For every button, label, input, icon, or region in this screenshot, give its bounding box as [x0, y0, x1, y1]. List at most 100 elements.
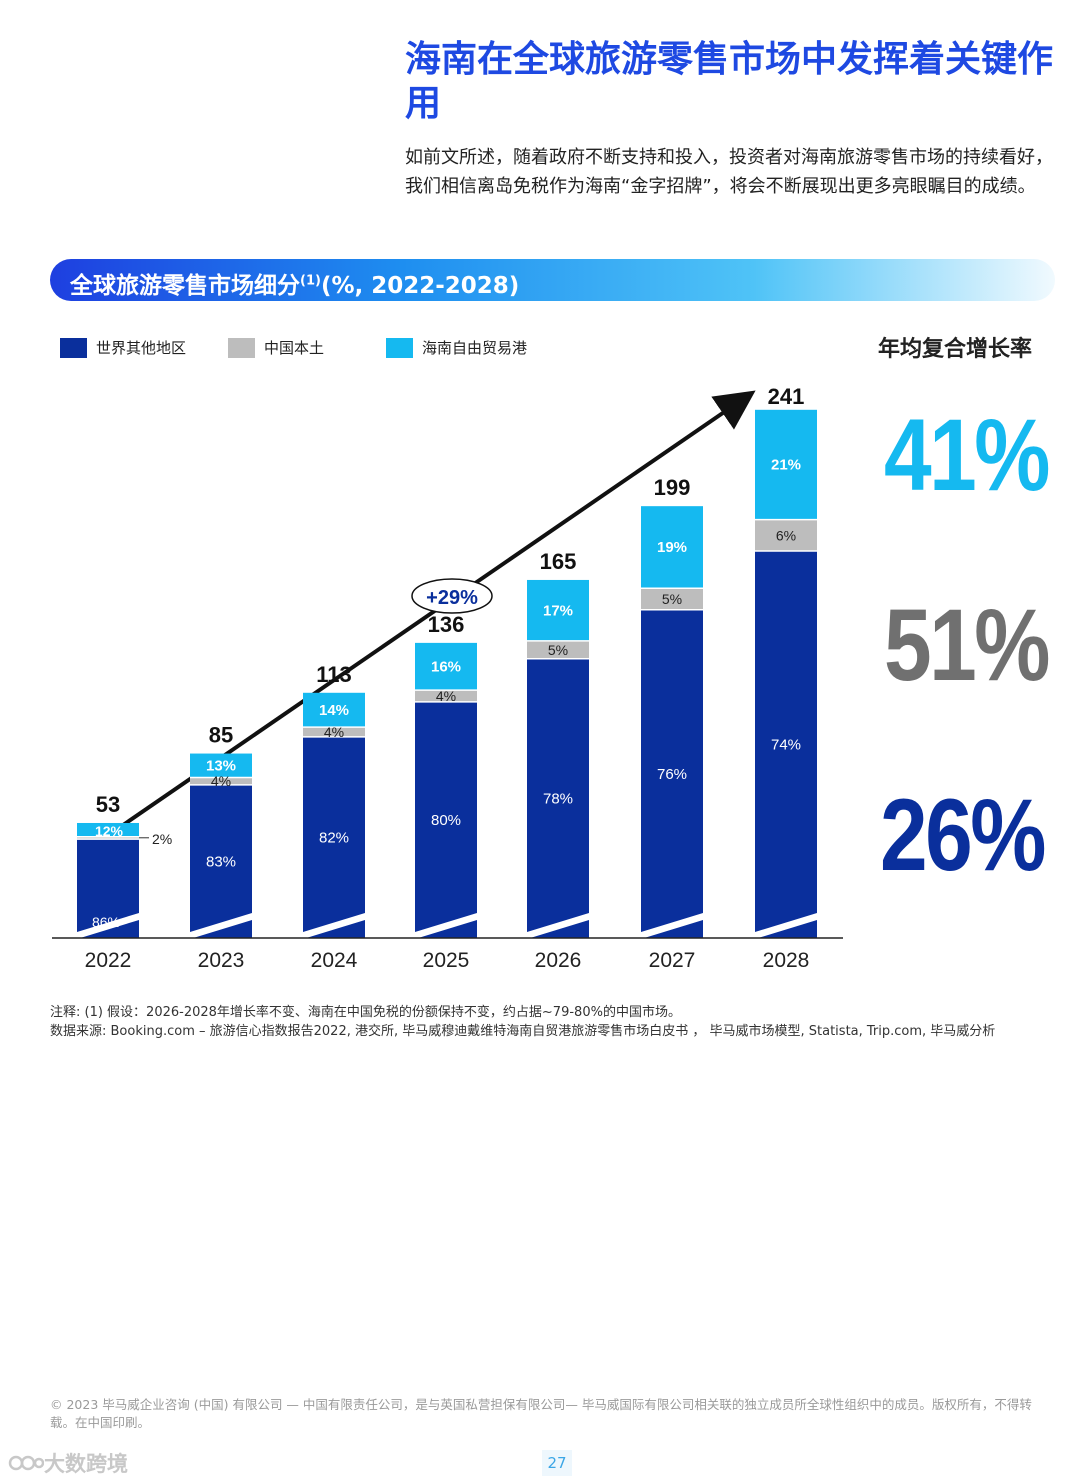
axis-break-mark: [415, 913, 477, 939]
legend-item-hainan: 海南自由贸易港: [386, 337, 527, 358]
x-tick-label: 2023: [198, 949, 245, 972]
bar-group-2027: [641, 506, 703, 939]
legend-swatch: [228, 337, 255, 358]
segment-label-rest: 83%: [206, 853, 236, 870]
note-line: 注释: (1) 假设：2026-2028年增长率不变、海南在中国免税的份额保持不…: [50, 1005, 681, 1020]
axis-break-mark: [641, 913, 703, 939]
x-tick-label: 2026: [535, 949, 582, 972]
source-line: 数据来源: Booking.com – 旅游信心指数报告2022, 港交所, 毕…: [50, 1024, 996, 1039]
bar-segment: [641, 609, 703, 938]
segment-label-china: 5%: [548, 642, 568, 658]
segment-label-rest: 74%: [771, 737, 801, 754]
segment-label-rest: 82%: [319, 829, 349, 846]
segment-label-china: 4%: [324, 724, 344, 740]
bar-segment: [77, 822, 139, 837]
growth-annotation-ellipse: [411, 578, 493, 614]
bar-group-2022: [77, 822, 139, 939]
x-tick-label: 2027: [649, 949, 696, 972]
bar-segment: [190, 784, 252, 938]
bar-segment: [77, 836, 139, 840]
chart-title-suffix: (%, 2022-2028): [320, 273, 520, 299]
watermark-text: 大数跨境: [44, 1452, 128, 1476]
legend-swatch: [386, 337, 413, 358]
bar-segment: [755, 551, 817, 938]
bar-segment: [303, 736, 365, 938]
axis-break-mark: [190, 913, 252, 939]
chart-title-text: 全球旅游零售市场细分: [70, 273, 300, 299]
segment-label-hainan: 16%: [431, 658, 461, 675]
legend-swatch: [60, 337, 87, 358]
chart-title-banner: 全球旅游零售市场细分(1)(%, 2022-2028): [50, 259, 1055, 301]
segment-label-hainan: 19%: [657, 539, 687, 556]
watermark-logo-icon: [8, 1455, 44, 1471]
segment-label-rest: 76%: [657, 766, 687, 783]
bar-group-2026: [527, 579, 589, 939]
bar-segment: [303, 727, 365, 737]
bar-segment: [527, 658, 589, 938]
page-title: 海南在全球旅游零售市场中发挥着关键作用: [405, 39, 1054, 124]
axis-break-mark: [755, 913, 817, 939]
segment-label-rest: 78%: [543, 790, 573, 807]
segment-label-china: 5%: [662, 591, 682, 607]
stacked-bar-chart: 86%12% 2%53202283%4%13%85202382%4%14%1132…: [52, 384, 843, 972]
bar-group-2023: [190, 753, 252, 939]
bar-segment: [641, 588, 703, 610]
bar-total-label: 113: [316, 662, 352, 687]
x-tick-label: 2028: [763, 949, 810, 972]
segment-label-hainan: 14%: [319, 702, 349, 719]
bar-segment: [755, 519, 817, 552]
legend-item-china: 中国本土: [228, 337, 324, 358]
bar-segment: [415, 642, 477, 691]
cagr-rest-of-world: 26%: [880, 778, 1046, 892]
watermark: 大数跨境: [8, 1448, 128, 1478]
bar-segment: [755, 409, 817, 520]
axis-break-mark: [77, 913, 139, 939]
chart-title-footnote: (1): [300, 273, 321, 289]
copyright-footer: © 2023 毕马威企业咨询 (中国) 有限公司 — 中国有限责任公司，是与英国…: [50, 1397, 1032, 1430]
bar-segment: [641, 506, 703, 589]
x-tick-label: 2024: [311, 949, 358, 972]
bar-segment: [527, 579, 589, 641]
segment-label-china: 4%: [211, 773, 231, 789]
legend-label: 世界其他地区: [96, 339, 187, 357]
intro-paragraph: 如前文所述，随着政府不断支持和投入，投资者对海南旅游零售市场的持续看好，我们相信…: [405, 147, 1053, 197]
growth-annotation-label: +29%: [426, 587, 478, 609]
cagr-china: 51%: [884, 588, 1050, 702]
x-tick-label: 2022: [85, 949, 132, 972]
bar-segment: [303, 692, 365, 728]
bar-segment: [190, 753, 252, 778]
bar-segment: [527, 640, 589, 659]
x-tick-label: 2025: [423, 949, 470, 972]
bar-group-2025: [415, 642, 477, 939]
axis-break-mark: [303, 913, 365, 939]
bar-total-label: 85: [209, 723, 233, 748]
segment-label-rest: 80%: [431, 812, 461, 829]
bar-total-label: 199: [654, 475, 691, 500]
cagr-hainan: 41%: [884, 398, 1050, 512]
chart-title: 全球旅游零售市场细分(1)(%, 2022-2028): [70, 266, 519, 300]
legend-label: 中国本土: [264, 339, 325, 357]
segment-label-china: 4%: [436, 688, 456, 704]
page-number: 27: [542, 1450, 572, 1476]
bar-total-label: 136: [428, 612, 465, 637]
legend-label: 海南自由贸易港: [422, 339, 528, 357]
bar-group-2028: [755, 409, 817, 939]
segment-label-hainan: 17%: [543, 602, 573, 619]
segment-label-rest: 86%: [92, 914, 120, 930]
bar-group-2024: [303, 692, 365, 939]
bar-total-label: 53: [96, 792, 120, 817]
cagr-title: 年均复合增长率: [878, 337, 1033, 362]
legend-item-rest-of-world: 世界其他地区: [60, 337, 186, 358]
segment-label-china: 2%: [152, 831, 172, 847]
axis-break-mark: [527, 913, 589, 939]
segment-label-hainan: 21%: [771, 457, 801, 474]
chart-notes: 注释: (1) 假设：2026-2028年增长率不变、海南在中国免税的份额保持不…: [50, 1003, 995, 1041]
bar-total-label: 165: [540, 549, 577, 574]
bar-segment: [190, 777, 252, 785]
bar-segment: [415, 690, 477, 702]
bar-segment: [415, 701, 477, 938]
bar-total-label: 241: [768, 384, 805, 409]
segment-label-china: 6%: [776, 527, 796, 543]
segment-label-hainan: 13%: [206, 758, 236, 775]
segment-label-hainan: 12%: [95, 823, 124, 839]
